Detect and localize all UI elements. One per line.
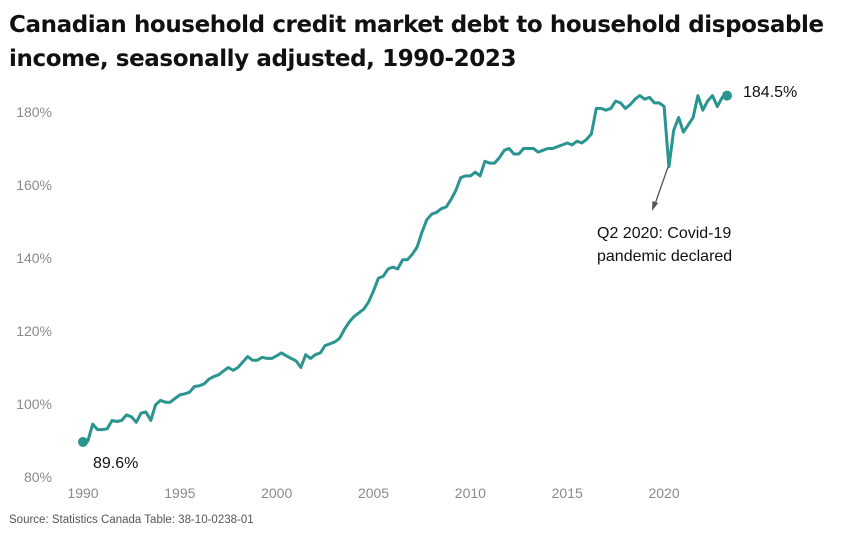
y-axis: 80% 100% 120% 140% 160% 180% (16, 104, 52, 485)
end-point-marker (722, 90, 732, 101)
y-tick-label: 140% (16, 250, 52, 266)
x-tick-label: 2005 (358, 485, 389, 501)
start-value-label: 89.6% (93, 455, 138, 472)
y-tick-label: 160% (16, 177, 52, 193)
x-tick-label: 2020 (648, 485, 679, 501)
chart-title: Canadian household credit market debt to… (9, 12, 824, 72)
start-point-marker (78, 436, 88, 447)
covid-annotation-line1: Q2 2020: Covid-19 (597, 225, 731, 242)
arrow-shaft (654, 166, 669, 205)
source-note: Source: Statistics Canada Table: 38-10-0… (9, 514, 254, 526)
y-tick-label: 100% (16, 396, 52, 412)
x-tick-label: 2010 (455, 485, 486, 501)
y-tick-label: 120% (16, 323, 52, 339)
end-value-label: 184.5% (743, 84, 797, 101)
y-tick-label: 180% (16, 104, 52, 120)
x-tick-label: 1990 (67, 485, 98, 501)
x-tick-label: 2015 (552, 485, 583, 501)
y-tick-label: 80% (24, 469, 52, 485)
debt-ratio-line (81, 94, 729, 444)
x-tick-label: 2000 (261, 485, 292, 501)
x-tick-label: 1995 (164, 485, 195, 501)
covid-annotation-line2: pandemic declared (597, 248, 732, 265)
x-axis: 1990 1995 2000 2005 2010 2015 2020 (67, 485, 679, 501)
annotation-arrow (652, 166, 669, 211)
line-chart: 80% 100% 120% 140% 160% 180% 1990 1995 2000 2005… (16, 84, 797, 501)
arrow-head (652, 201, 659, 211)
